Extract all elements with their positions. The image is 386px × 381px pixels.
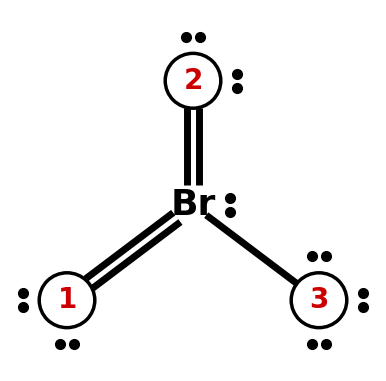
- Circle shape: [165, 53, 221, 108]
- Text: Br: Br: [170, 188, 216, 222]
- Circle shape: [291, 273, 347, 328]
- Circle shape: [39, 273, 95, 328]
- Text: 2: 2: [183, 67, 203, 95]
- Text: 1: 1: [58, 286, 77, 314]
- Text: 3: 3: [309, 286, 328, 314]
